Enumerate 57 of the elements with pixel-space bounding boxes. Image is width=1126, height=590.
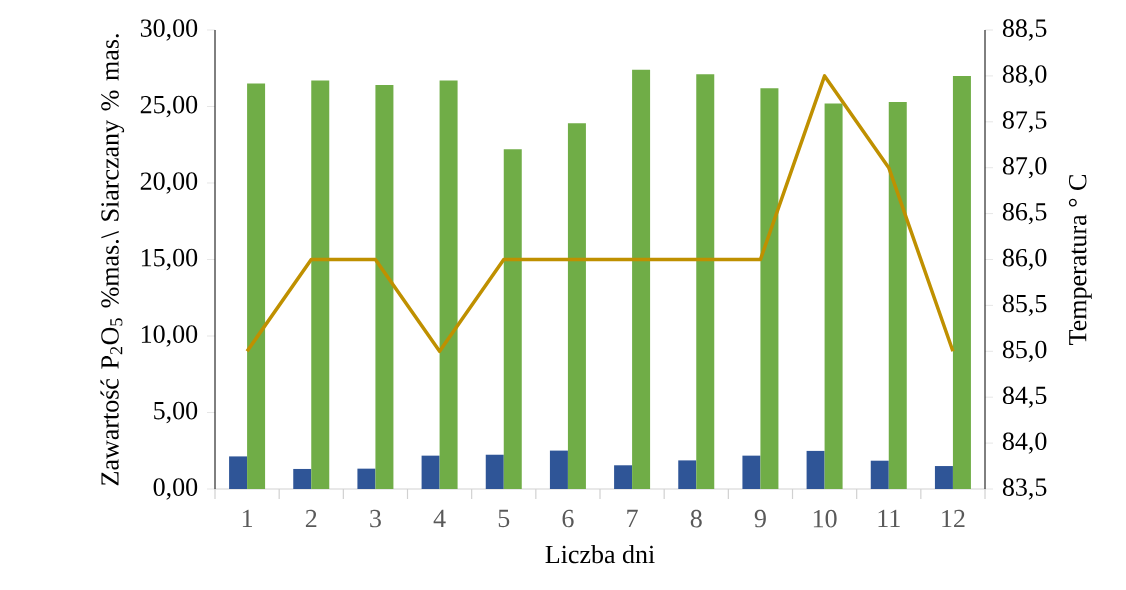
y2-tick-label: 85,0 [1002, 340, 1047, 362]
y-tick-label: 30,00 [140, 19, 198, 41]
bar [247, 83, 266, 489]
x-tick-label: 11 [878, 509, 900, 528]
y2-tick-label: 86,0 [1002, 248, 1047, 271]
x-tick-label: 12 [942, 509, 965, 528]
y2-tick-label: 84,0 [1002, 432, 1047, 454]
bar [696, 74, 715, 489]
bar [742, 455, 761, 489]
x-tick-label: 10 [813, 509, 837, 528]
bar [952, 75, 971, 489]
y2-tick-label: 88,0 [1002, 65, 1047, 87]
bar [632, 69, 651, 489]
bar [293, 468, 312, 489]
y-axis-title: Zawartość P$_{2}$O$_{5}$ %mas.\ Siarczany % mas. [100, 34, 125, 486]
bar [549, 450, 568, 489]
y2-tick-label: 83,5 [1002, 478, 1047, 500]
x-tick-label: 3 [370, 509, 381, 528]
y2-axis-title: Temperatura ° C [1068, 175, 1092, 345]
bar [311, 80, 330, 489]
x-tick-label: 2 [305, 509, 317, 528]
y-tick-label: 0,00 [153, 478, 198, 500]
y2-tick-label: 88,5 [1002, 19, 1047, 41]
y-tick-label: 10,00 [141, 325, 198, 347]
bar [824, 103, 843, 489]
bar [567, 123, 586, 489]
x-tick-label: 4 [433, 509, 446, 527]
bar [806, 450, 825, 489]
bar [439, 80, 458, 489]
bar [375, 85, 394, 489]
y2-tick-label: 86,5 [1002, 202, 1047, 225]
y-tick-label: 20,00 [140, 172, 198, 194]
y-tick-label: 15,00 [141, 248, 198, 271]
bar [678, 460, 697, 489]
bar [760, 88, 779, 489]
x-tick-label: 7 [627, 509, 638, 527]
y2-tick-label: 87,0 [1002, 157, 1047, 179]
bar [421, 455, 440, 489]
bar [934, 466, 953, 489]
x-tick-label: 8 [690, 509, 702, 528]
bar [357, 468, 376, 489]
x-tick-label: 5 [498, 509, 510, 528]
y-tick-label: 25,00 [140, 95, 198, 118]
y-tick-label: 5,00 [154, 401, 198, 424]
x-tick-label: 6 [562, 509, 574, 528]
bar [229, 456, 248, 489]
y2-tick-label: 84,5 [1002, 386, 1047, 408]
x-axis-title: Liczba dni [545, 544, 655, 564]
bar [614, 465, 633, 489]
bar [870, 460, 889, 489]
bar [485, 454, 504, 489]
bar [503, 149, 522, 489]
y2-tick-label: 85,5 [1002, 294, 1047, 317]
x-tick-label: 9 [754, 509, 766, 528]
bar [888, 101, 907, 489]
x-tick-label: 1 [242, 509, 253, 528]
y2-tick-label: 87,5 [1002, 111, 1047, 133]
